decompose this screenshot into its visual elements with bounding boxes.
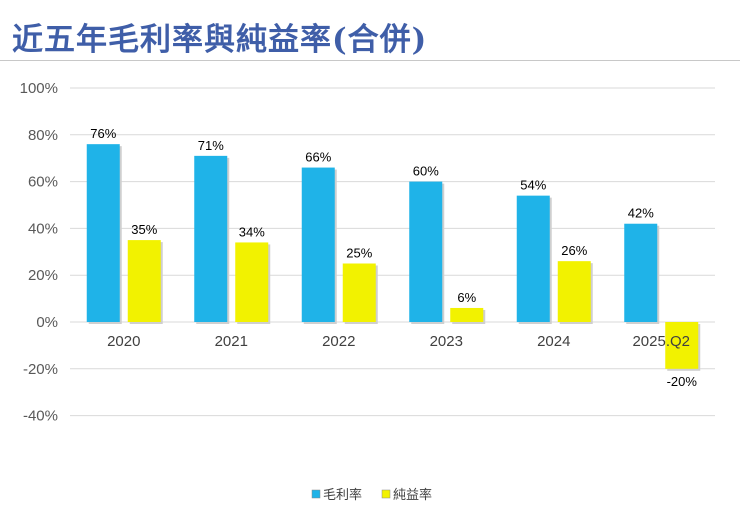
data-label: 60% xyxy=(413,164,439,179)
legend-swatch xyxy=(381,489,391,499)
bar-gross-margin xyxy=(86,144,120,322)
bar-gross-margin xyxy=(624,223,658,322)
page-title: 近五年毛利率與純益率(合併) xyxy=(12,22,428,58)
x-tick-label: 2020 xyxy=(107,333,140,350)
x-tick-label: 2025.Q2 xyxy=(632,333,690,350)
legend-label: 毛利率 xyxy=(323,487,362,503)
data-label: 34% xyxy=(239,224,265,239)
y-tick-label: 80% xyxy=(28,127,58,144)
y-tick-label: -20% xyxy=(23,361,58,378)
y-tick-label: -40% xyxy=(23,408,58,425)
data-label: 66% xyxy=(305,150,331,165)
y-tick-label: 20% xyxy=(28,267,58,284)
y-tick-label: 0% xyxy=(36,314,58,331)
y-tick-label: 100% xyxy=(20,80,58,97)
data-label: 76% xyxy=(90,126,116,141)
data-label: 6% xyxy=(457,290,476,305)
bar-gross-margin xyxy=(301,167,335,322)
title-divider xyxy=(0,60,740,61)
data-label: 26% xyxy=(561,243,587,258)
bar-net-margin xyxy=(665,322,699,369)
legend-swatch xyxy=(311,489,321,499)
bar-net-margin xyxy=(235,242,269,322)
x-tick-label: 2023 xyxy=(430,333,463,350)
y-tick-label: 60% xyxy=(28,174,58,191)
x-tick-label: 2024 xyxy=(537,333,570,350)
bar-gross-margin xyxy=(409,181,443,322)
data-label: -20% xyxy=(667,374,698,389)
bar-net-margin xyxy=(450,307,484,322)
bar-gross-margin xyxy=(516,195,550,322)
data-label: 54% xyxy=(520,178,546,193)
bar-gross-margin xyxy=(194,155,228,322)
bar-net-margin xyxy=(127,240,161,322)
bar-net-margin xyxy=(342,263,376,322)
data-label: 42% xyxy=(628,206,654,221)
x-tick-label: 2021 xyxy=(215,333,248,350)
bar-net-margin xyxy=(557,261,591,322)
y-tick-label: 40% xyxy=(28,220,58,237)
data-label: 35% xyxy=(131,222,157,237)
legend-label: 純益率 xyxy=(393,487,432,503)
x-tick-label: 2022 xyxy=(322,333,355,350)
data-label: 25% xyxy=(346,246,372,261)
data-label: 71% xyxy=(198,138,224,153)
